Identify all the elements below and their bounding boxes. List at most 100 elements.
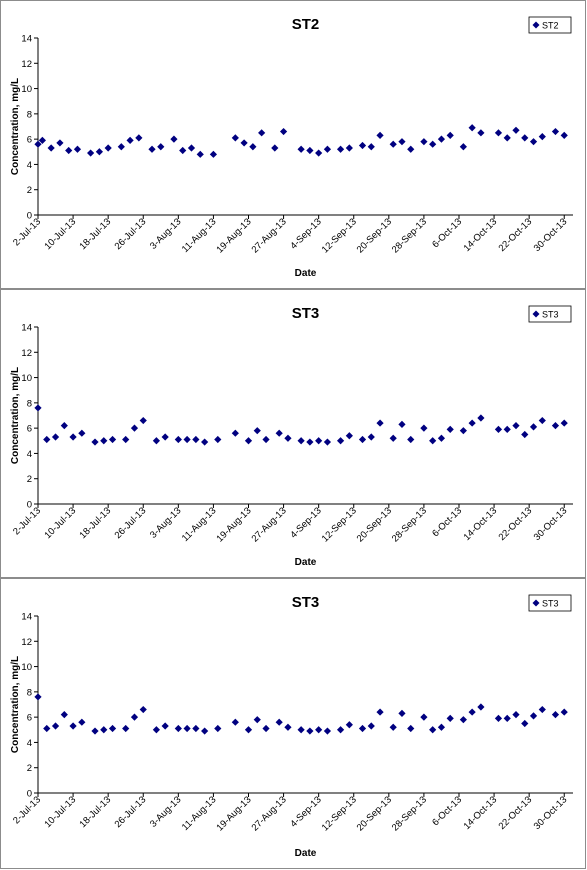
y-axis-label: Concentration, mg/L	[10, 367, 21, 464]
y-tick-label: 6	[27, 424, 32, 435]
data-point	[214, 435, 222, 444]
data-point	[358, 435, 367, 444]
data-point	[170, 135, 178, 143]
data-point	[209, 150, 218, 158]
data-point	[284, 434, 292, 442]
data-point	[122, 724, 130, 733]
data-point	[275, 718, 283, 726]
data-point	[73, 145, 82, 153]
data-point	[262, 724, 270, 733]
data-point	[468, 124, 476, 132]
data-point	[244, 726, 253, 734]
data-point	[253, 427, 261, 435]
chart-title: ST2	[292, 16, 320, 33]
data-point	[398, 709, 406, 717]
data-point	[231, 134, 239, 142]
x-tick-label: 26-Jul-13	[113, 505, 149, 541]
x-tick-label: 27-Aug-13	[250, 216, 289, 255]
data-point	[104, 144, 112, 152]
data-point	[34, 404, 42, 412]
data-point	[398, 420, 406, 428]
data-point	[389, 140, 397, 148]
data-point	[179, 146, 187, 155]
data-point	[503, 134, 511, 142]
data-point	[201, 727, 209, 735]
data-point	[240, 139, 248, 147]
data-point	[389, 723, 397, 731]
data-point	[551, 127, 560, 136]
chart-panel-st3-a: ST3 ST3 0 2 4 6 8 10 12 14 2-Jul-13 10-Jul-13 18-Jul…	[0, 289, 586, 578]
data-point	[183, 724, 191, 733]
chart-title: ST3	[292, 305, 320, 322]
x-tick-label: 19-Aug-13	[214, 794, 253, 833]
data-point	[494, 129, 503, 137]
x-tick-label: 12-Sep-13	[320, 216, 359, 255]
data-point	[376, 419, 384, 427]
data-point	[551, 711, 560, 719]
data-point	[529, 138, 538, 146]
legend-box	[528, 16, 572, 34]
data-point	[192, 435, 200, 444]
data-point	[139, 416, 147, 425]
data-point	[187, 144, 196, 152]
y-tick-label: 14	[21, 34, 32, 45]
data-point	[148, 145, 156, 153]
data-point	[95, 148, 103, 156]
y-tick-label: 4	[27, 160, 32, 171]
data-point	[459, 427, 467, 435]
data-point	[297, 726, 305, 734]
data-point	[51, 433, 60, 441]
data-point	[560, 419, 568, 427]
data-point	[420, 138, 428, 146]
data-point	[249, 143, 257, 151]
data-point	[56, 139, 64, 147]
data-point	[297, 437, 305, 445]
data-point	[130, 424, 139, 432]
data-point	[336, 726, 345, 734]
data-point	[78, 429, 86, 437]
legend: ST3	[528, 305, 572, 323]
data-point	[420, 713, 428, 721]
x-tick-label: 4-Sep-13	[288, 505, 323, 540]
data-point	[306, 727, 314, 735]
legend-box	[528, 594, 572, 612]
data-point	[367, 143, 375, 151]
data-point	[512, 126, 520, 134]
data-point	[538, 133, 546, 141]
data-point	[284, 723, 292, 731]
y-tick-label: 2	[27, 763, 32, 774]
x-tick-label: 10-Jul-13	[42, 505, 78, 541]
x-tick-label: 26-Jul-13	[113, 794, 149, 830]
y-tick-label: 0	[27, 211, 32, 222]
data-point	[468, 708, 476, 716]
data-point	[459, 716, 467, 724]
data-point	[521, 430, 529, 439]
data-point	[192, 724, 200, 733]
data-point	[336, 437, 345, 445]
x-tick-label: 6-Oct-13	[430, 505, 464, 539]
x-tick-label: 3-Aug-13	[148, 216, 183, 251]
x-tick-label: 14-Oct-13	[462, 216, 500, 254]
y-tick-label: 6	[27, 135, 32, 146]
y-tick-label: 6	[27, 713, 32, 724]
data-point	[152, 726, 161, 734]
y-tick-label: 0	[27, 789, 32, 800]
data-point	[43, 724, 51, 733]
data-point	[69, 722, 77, 730]
data-point	[34, 140, 42, 148]
data-point	[65, 146, 73, 155]
x-tick-label: 10-Jul-13	[42, 216, 78, 252]
data-point	[494, 425, 503, 434]
data-point	[135, 134, 143, 142]
x-tick-label: 30-Oct-13	[532, 216, 570, 254]
data-point	[100, 726, 108, 734]
x-tick-label: 27-Aug-13	[250, 505, 289, 544]
x-tick-label: 28-Sep-13	[390, 216, 429, 255]
data-point	[323, 145, 332, 153]
data-point	[529, 712, 538, 720]
data-point	[315, 726, 323, 734]
data-point	[34, 693, 42, 701]
legend-label: ST3	[542, 310, 559, 320]
data-point	[60, 422, 68, 430]
